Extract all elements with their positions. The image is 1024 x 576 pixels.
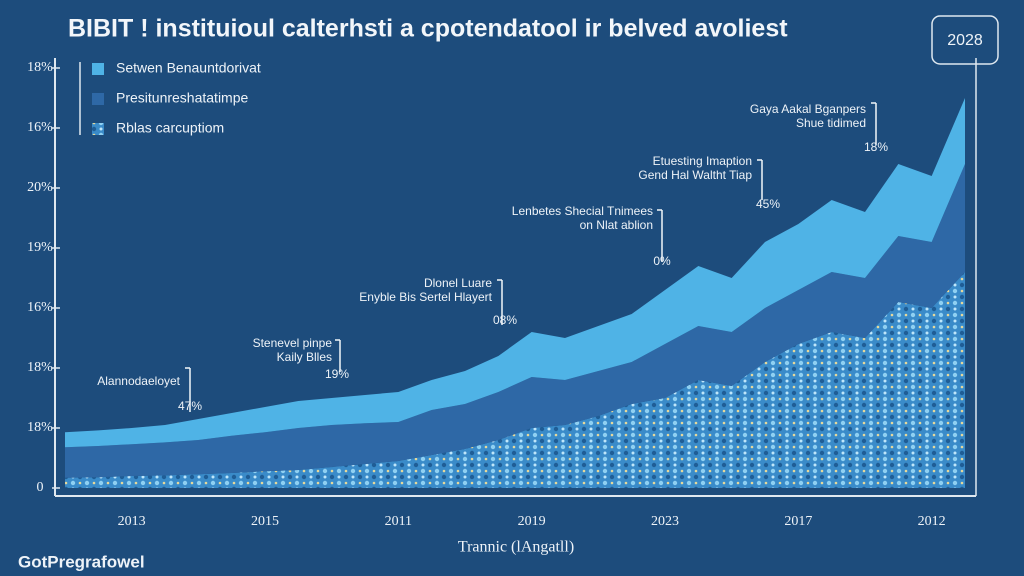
annotation-label: 19% bbox=[325, 367, 349, 381]
annotation-text: Etuesting Imaption bbox=[653, 154, 752, 168]
annotation-label: 0% bbox=[653, 254, 671, 268]
annotation-label: 18% bbox=[864, 140, 888, 154]
annotation-text: on Nlat ablion bbox=[580, 218, 653, 232]
legend-label: Presitunreshatatimpe bbox=[116, 90, 249, 106]
x-tick-label: 2015 bbox=[251, 514, 279, 529]
legend-swatch bbox=[92, 123, 104, 135]
x-axis-title: Trannic (lAngatll) bbox=[458, 539, 574, 556]
annotation-text: Enyble Bis Sertel Hlayert bbox=[359, 290, 492, 304]
badge: 2028 bbox=[947, 32, 983, 49]
x-tick-label: 2013 bbox=[118, 514, 146, 529]
annotation-label: 47% bbox=[178, 399, 202, 413]
annotation-text: Gaya Aakal Bganpers bbox=[750, 102, 866, 116]
annotation-text: Stenevel pinpe bbox=[253, 336, 333, 350]
y-tick-label: 19% bbox=[27, 240, 53, 255]
badge-frame bbox=[931, 15, 999, 65]
x-tick-label: 2019 bbox=[518, 514, 546, 529]
x-tick-label: 2023 bbox=[651, 514, 679, 529]
annotation-text: Alannodaeloyet bbox=[97, 374, 180, 388]
legend-label: Rblas carcuptiom bbox=[116, 120, 224, 136]
plot-area bbox=[65, 98, 965, 488]
y-tick-label: 18% bbox=[27, 60, 53, 75]
x-tick-label: 2017 bbox=[784, 514, 812, 529]
y-tick-label: 16% bbox=[27, 120, 53, 135]
annotation-text: Gend Hal Waltht Tiap bbox=[638, 168, 752, 182]
y-tick-label: 18% bbox=[27, 360, 53, 375]
y-tick-label: 20% bbox=[27, 180, 53, 195]
annotation-text: Shue tidimed bbox=[796, 116, 866, 130]
annotation-label: 08% bbox=[493, 313, 517, 327]
y-tick-label: 18% bbox=[27, 420, 53, 435]
annotation-text: Kaily Blles bbox=[277, 350, 332, 364]
annotation-label: 45% bbox=[756, 197, 780, 211]
footer: GotPregrafowel bbox=[18, 552, 145, 571]
legend-swatch bbox=[92, 93, 104, 105]
y-tick-label: 0 bbox=[37, 480, 44, 495]
area bbox=[65, 164, 965, 478]
x-tick-label: 2012 bbox=[918, 514, 946, 529]
x-tick-label: 2011 bbox=[385, 514, 412, 529]
area bbox=[65, 272, 965, 488]
legend-label: Setwen Benauntdorivat bbox=[116, 60, 261, 76]
chart-title: BIBIT ! instituioul calterhsti a cpotend… bbox=[68, 15, 788, 43]
annotation-text: Lenbetes Shecial Tnimees bbox=[512, 204, 653, 218]
y-tick-label: 16% bbox=[27, 300, 53, 315]
legend-swatch bbox=[92, 63, 104, 75]
annotation-text: Dlonel Luare bbox=[424, 276, 492, 290]
area bbox=[65, 98, 965, 448]
